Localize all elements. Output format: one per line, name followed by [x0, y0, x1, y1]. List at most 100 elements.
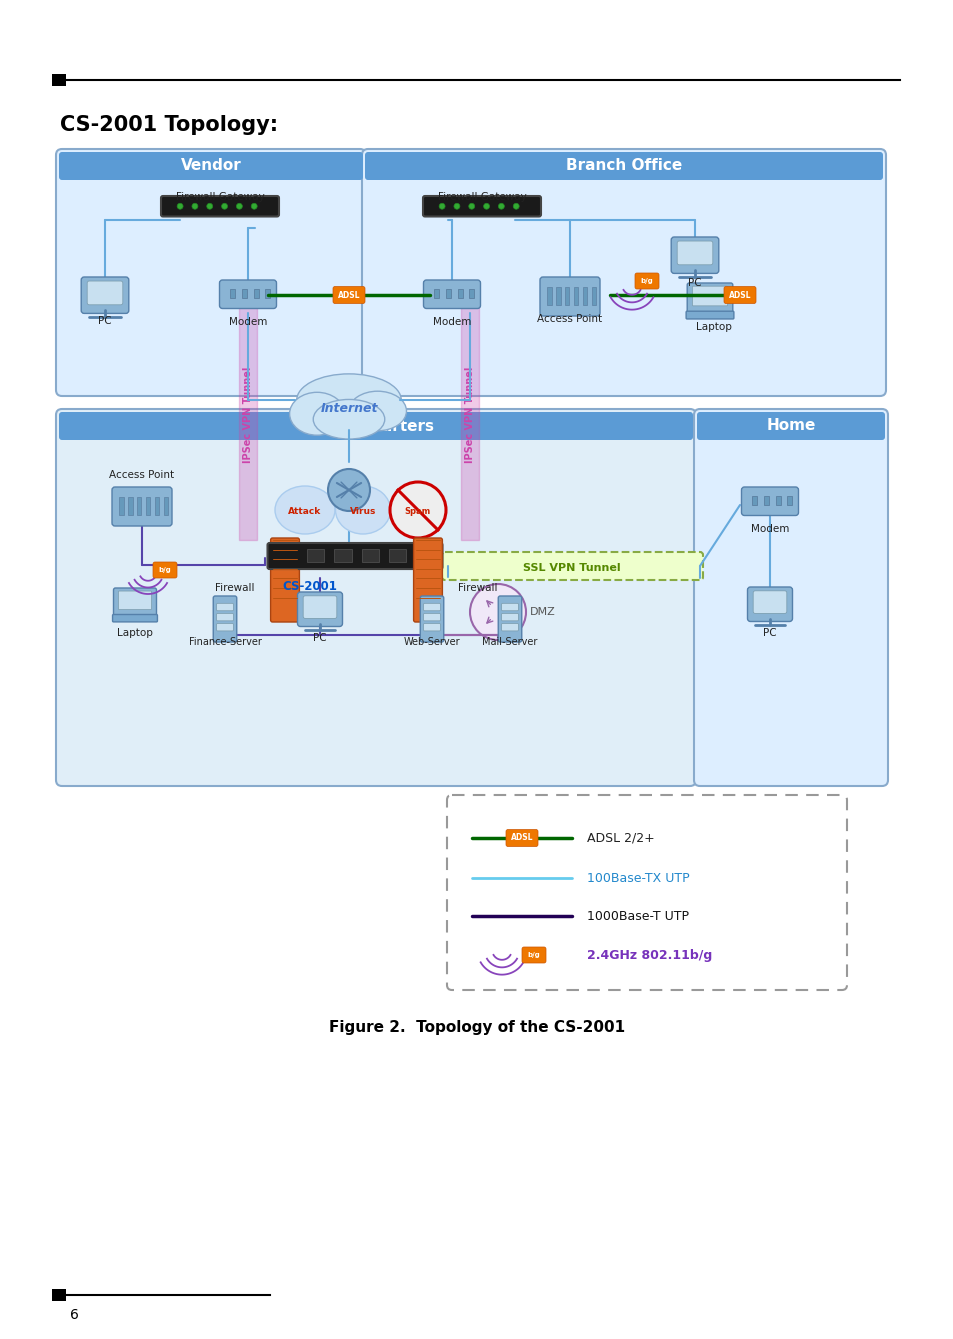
Text: Laptop: Laptop — [117, 628, 152, 637]
Bar — [361, 549, 378, 561]
FancyBboxPatch shape — [422, 195, 540, 217]
FancyBboxPatch shape — [297, 592, 342, 627]
FancyBboxPatch shape — [539, 277, 599, 316]
Ellipse shape — [335, 486, 390, 534]
Bar — [164, 497, 168, 514]
FancyBboxPatch shape — [671, 237, 718, 273]
FancyBboxPatch shape — [59, 153, 363, 179]
Circle shape — [497, 204, 504, 209]
FancyBboxPatch shape — [423, 624, 440, 631]
FancyBboxPatch shape — [216, 604, 233, 611]
Text: Access Point: Access Point — [110, 470, 174, 479]
Bar — [230, 289, 235, 297]
Text: IPSec VPN Tunnel: IPSec VPN Tunnel — [464, 367, 475, 463]
FancyBboxPatch shape — [501, 613, 517, 621]
Bar — [469, 289, 474, 297]
FancyBboxPatch shape — [501, 604, 517, 611]
Bar — [389, 549, 406, 561]
FancyBboxPatch shape — [740, 487, 798, 516]
FancyBboxPatch shape — [747, 586, 792, 621]
Bar — [751, 495, 757, 505]
Circle shape — [438, 204, 445, 209]
Text: Branch Office: Branch Office — [565, 158, 681, 174]
Text: Finance-Server: Finance-Server — [189, 637, 261, 647]
FancyBboxPatch shape — [677, 241, 712, 265]
Ellipse shape — [313, 399, 384, 439]
Bar — [253, 289, 258, 297]
Text: IPSec VPN Tunnel: IPSec VPN Tunnel — [243, 367, 253, 463]
Text: Laptop: Laptop — [696, 321, 731, 332]
FancyBboxPatch shape — [216, 624, 233, 631]
Text: Modem: Modem — [750, 524, 788, 534]
FancyBboxPatch shape — [59, 412, 692, 441]
FancyBboxPatch shape — [447, 795, 846, 990]
Bar — [775, 495, 780, 505]
Text: CS-2001: CS-2001 — [282, 580, 337, 593]
Circle shape — [483, 204, 489, 209]
Text: SSL VPN Tunnel: SSL VPN Tunnel — [522, 562, 620, 573]
Text: Firewall: Firewall — [215, 582, 254, 593]
Circle shape — [207, 204, 213, 209]
Text: 100Base-TX UTP: 100Base-TX UTP — [586, 872, 689, 885]
Bar — [591, 287, 596, 305]
FancyBboxPatch shape — [441, 552, 702, 580]
Text: b/g: b/g — [158, 566, 172, 573]
Bar — [434, 289, 438, 297]
FancyBboxPatch shape — [56, 408, 696, 786]
Ellipse shape — [349, 391, 406, 431]
Ellipse shape — [296, 374, 401, 426]
FancyBboxPatch shape — [505, 829, 537, 846]
Bar — [556, 287, 560, 305]
Ellipse shape — [290, 392, 344, 435]
Text: Firewall Gateway: Firewall Gateway — [437, 191, 526, 202]
Circle shape — [328, 469, 370, 511]
Text: ADSL: ADSL — [510, 833, 533, 842]
Text: Internet: Internet — [320, 402, 377, 415]
Bar — [582, 287, 587, 305]
FancyBboxPatch shape — [152, 562, 177, 578]
Text: Attack: Attack — [288, 507, 321, 517]
Circle shape — [513, 204, 518, 209]
FancyBboxPatch shape — [271, 538, 299, 623]
Text: Access Point: Access Point — [537, 315, 602, 324]
Bar — [146, 497, 151, 514]
FancyBboxPatch shape — [521, 947, 545, 963]
Text: Virus: Virus — [350, 507, 375, 517]
Text: Figure 2.  Topology of the CS-2001: Figure 2. Topology of the CS-2001 — [329, 1020, 624, 1035]
FancyBboxPatch shape — [752, 590, 786, 613]
FancyBboxPatch shape — [501, 624, 517, 631]
Text: Home: Home — [765, 419, 815, 434]
FancyBboxPatch shape — [414, 538, 442, 623]
FancyBboxPatch shape — [113, 588, 156, 617]
Circle shape — [236, 204, 242, 209]
Text: Vendor: Vendor — [180, 158, 241, 174]
Text: PC: PC — [762, 628, 776, 637]
Circle shape — [192, 204, 197, 209]
FancyBboxPatch shape — [112, 615, 157, 621]
Text: ADSL: ADSL — [337, 291, 360, 300]
FancyBboxPatch shape — [497, 596, 521, 641]
FancyBboxPatch shape — [118, 590, 152, 609]
FancyBboxPatch shape — [161, 195, 278, 217]
FancyBboxPatch shape — [685, 311, 733, 319]
Text: b/g: b/g — [527, 952, 539, 957]
Text: 6: 6 — [70, 1308, 79, 1322]
FancyBboxPatch shape — [697, 412, 884, 441]
Text: 2.4GHz 802.11b/g: 2.4GHz 802.11b/g — [586, 948, 712, 961]
Bar — [574, 287, 578, 305]
FancyBboxPatch shape — [365, 153, 882, 179]
Text: PC: PC — [687, 279, 701, 288]
FancyBboxPatch shape — [423, 613, 440, 621]
Bar — [307, 549, 324, 561]
FancyBboxPatch shape — [723, 287, 755, 304]
Bar — [128, 497, 132, 514]
FancyBboxPatch shape — [112, 487, 172, 526]
Bar — [52, 74, 66, 86]
FancyBboxPatch shape — [692, 287, 727, 305]
Text: Spam: Spam — [404, 507, 431, 517]
Circle shape — [221, 204, 228, 209]
FancyBboxPatch shape — [420, 596, 443, 641]
Bar — [335, 549, 352, 561]
FancyBboxPatch shape — [635, 273, 659, 289]
Bar — [786, 495, 792, 505]
